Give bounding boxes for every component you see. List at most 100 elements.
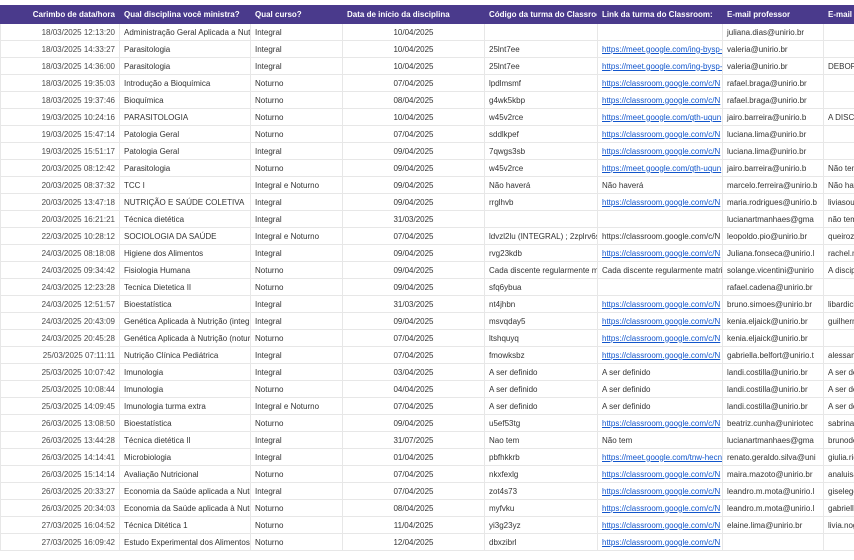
cell-course: Integral <box>250 295 343 313</box>
classroom-link[interactable]: https://classroom.google.com/c/N <box>602 418 721 428</box>
cell-professor-email: elaine.lima@unirio.br <box>722 516 824 534</box>
cell-course: Integral <box>250 448 343 466</box>
cell-monitor-email: não tem ainda <box>823 210 854 228</box>
cell-class-code: sfq6ybua <box>484 278 598 296</box>
cell-timestamp: 25/03/2025 14:09:45 <box>0 397 120 415</box>
cell-class-link: https://classroom.google.com/c/N <box>597 125 723 143</box>
cell-timestamp: 24/03/2025 12:51:57 <box>0 295 120 313</box>
classroom-link[interactable]: https://classroom.google.com/c/N <box>602 248 721 258</box>
classroom-link[interactable]: https://classroom.google.com/c/N <box>602 333 721 343</box>
classroom-link[interactable]: https://meet.google.com/ing-bysp- <box>602 44 723 54</box>
cell-monitor-email <box>823 142 854 160</box>
classroom-link[interactable]: https://classroom.google.com/c/N <box>602 486 721 496</box>
classroom-link[interactable]: https://classroom.google.com/c/N <box>602 316 721 326</box>
cell-professor-email: lucianartmanhaes@gma <box>722 210 824 228</box>
cell-timestamp: 20/03/2025 08:12:42 <box>0 159 120 177</box>
cell-class-link: https://classroom.google.com/c/N <box>597 244 723 262</box>
cell-start-date: 07/04/2025 <box>342 74 485 92</box>
table-row: 20/03/2025 16:21:21 Técnica dietética Inte… <box>0 210 854 228</box>
table-row: 24/03/2025 08:18:08 Higiene dos Alimentos… <box>0 244 854 262</box>
cell-monitor-email <box>823 278 854 296</box>
cell-timestamp: 22/03/2025 10:28:12 <box>0 227 120 245</box>
cell-monitor-email: analuisabps@edu.unirio <box>823 465 854 483</box>
table-row: 19/03/2025 15:51:17 Patologia Geral Integr… <box>0 142 854 160</box>
cell-timestamp: 26/03/2025 13:44:28 <box>0 431 120 449</box>
cell-start-date: 31/03/2025 <box>342 295 485 313</box>
classroom-link[interactable]: https://classroom.google.com/c/N <box>602 129 721 139</box>
cell-course: Integral <box>250 482 343 500</box>
cell-course: Integral <box>250 142 343 160</box>
cell-professor-email: juliana.dias@unirio.br <box>722 23 824 41</box>
column-header-course: Qual curso? <box>250 5 343 24</box>
classroom-link[interactable]: https://meet.google.com/ing-bysp- <box>602 61 723 71</box>
classroom-link[interactable]: https://meet.google.com/qth-uqun <box>602 163 722 173</box>
classroom-link[interactable]: https://classroom.google.com/c/N <box>602 299 721 309</box>
classroom-link[interactable]: https://classroom.google.com/c/N <box>602 197 721 207</box>
cell-class-link: A ser definido <box>597 380 723 398</box>
classroom-link[interactable]: https://classroom.google.com/c/N <box>602 520 721 530</box>
cell-timestamp: 18/03/2025 19:37:46 <box>0 91 120 109</box>
cell-discipline: Parasitologia <box>119 40 251 58</box>
classroom-link[interactable]: https://classroom.google.com/c/N <box>602 469 721 479</box>
cell-class-code: yi3g23yz <box>484 516 598 534</box>
cell-start-date: 07/04/2025 <box>342 397 485 415</box>
cell-monitor-email <box>823 23 854 41</box>
cell-class-code: A ser definido <box>484 363 598 381</box>
cell-professor-email: maira.mazoto@unirio.br <box>722 465 824 483</box>
cell-course: Noturno <box>250 414 343 432</box>
cell-class-code: Cada discente regularmente matricula <box>484 261 598 279</box>
classroom-link[interactable]: https://classroom.google.com/c/N <box>602 537 721 547</box>
classroom-link[interactable]: https://classroom.google.com/c/N <box>602 78 721 88</box>
cell-class-link: A ser definido <box>597 397 723 415</box>
cell-discipline: Economia da Saúde aplicada a Nutri <box>119 482 251 500</box>
classroom-link[interactable]: https://classroom.google.com/c/N <box>602 95 721 105</box>
cell-timestamp: 24/03/2025 09:34:42 <box>0 261 120 279</box>
cell-professor-email: kenia.eljaick@unirio.br <box>722 312 824 330</box>
cell-class-code: pbfhkkrb <box>484 448 598 466</box>
cell-timestamp: 26/03/2025 13:08:50 <box>0 414 120 432</box>
cell-class-code: 25lnt7ee <box>484 57 598 75</box>
cell-professor-email: marcelo.ferreira@unirio.b <box>722 176 824 194</box>
cell-start-date: 03/04/2025 <box>342 363 485 381</box>
column-header-class-link: Link da turma do Classroom: <box>597 5 723 24</box>
cell-start-date: 09/04/2025 <box>342 244 485 262</box>
cell-class-link: https://meet.google.com/ing-bysp- <box>597 57 723 75</box>
cell-class-link: https://meet.google.com/ing-bysp- <box>597 40 723 58</box>
cell-start-date: 31/07/2025 <box>342 431 485 449</box>
cell-start-date: 09/04/2025 <box>342 278 485 296</box>
classroom-link[interactable]: https://meet.google.com/tnw-hecn <box>602 452 723 462</box>
cell-course: Integral <box>250 193 343 211</box>
classroom-link[interactable]: https://classroom.google.com/c/N <box>602 350 721 360</box>
cell-professor-email: landi.costilla@unirio.br <box>722 363 824 381</box>
cell-monitor-email: Não temos monitor ( fica <box>823 159 854 177</box>
cell-discipline: Parasitologia <box>119 159 251 177</box>
cell-class-link: Não tem <box>597 431 723 449</box>
cell-timestamp: 18/03/2025 19:35:03 <box>0 74 120 92</box>
cell-class-code: nt4jhbn <box>484 295 598 313</box>
classroom-link[interactable]: https://classroom.google.com/c/N <box>602 503 721 513</box>
cell-class-code: fmowksbz <box>484 346 598 364</box>
cell-professor-email: landi.costilla@unirio.br <box>722 380 824 398</box>
cell-professor-email: rafael.cadena@unirio.br <box>722 278 824 296</box>
cell-class-link: A ser definido <box>597 363 723 381</box>
classroom-link[interactable]: https://meet.google.com/qth-uqun <box>602 112 722 122</box>
table-row: 20/03/2025 13:47:18 NUTRIÇÃO E SAÚDE COLE… <box>0 193 854 211</box>
cell-class-code: A ser definido <box>484 397 598 415</box>
cell-start-date: 09/04/2025 <box>342 312 485 330</box>
cell-class-code: msvqday5 <box>484 312 598 330</box>
cell-course: Integral e Noturno <box>250 227 343 245</box>
cell-class-code: lpdlmsmf <box>484 74 598 92</box>
cell-course: Noturno <box>250 108 343 126</box>
table-row: 24/03/2025 12:51:57 Bioestatística Integra… <box>0 295 854 313</box>
cell-class-link: https://classroom.google.com/c/N <box>597 346 723 364</box>
cell-timestamp: 24/03/2025 08:18:08 <box>0 244 120 262</box>
table-row: 26/03/2025 20:34:03 Economia da Saúde apl… <box>0 499 854 517</box>
cell-timestamp: 26/03/2025 14:14:41 <box>0 448 120 466</box>
classroom-link[interactable]: https://classroom.google.com/c/N <box>602 146 721 156</box>
table-row: 26/03/2025 15:14:14 Avaliação Nutricional… <box>0 465 854 483</box>
cell-course: Noturno <box>250 380 343 398</box>
cell-discipline: SOCIOLOGIA DA SAÚDE <box>119 227 251 245</box>
cell-class-link: https://classroom.google.com/c/N <box>597 499 723 517</box>
cell-discipline: Imunologia <box>119 363 251 381</box>
